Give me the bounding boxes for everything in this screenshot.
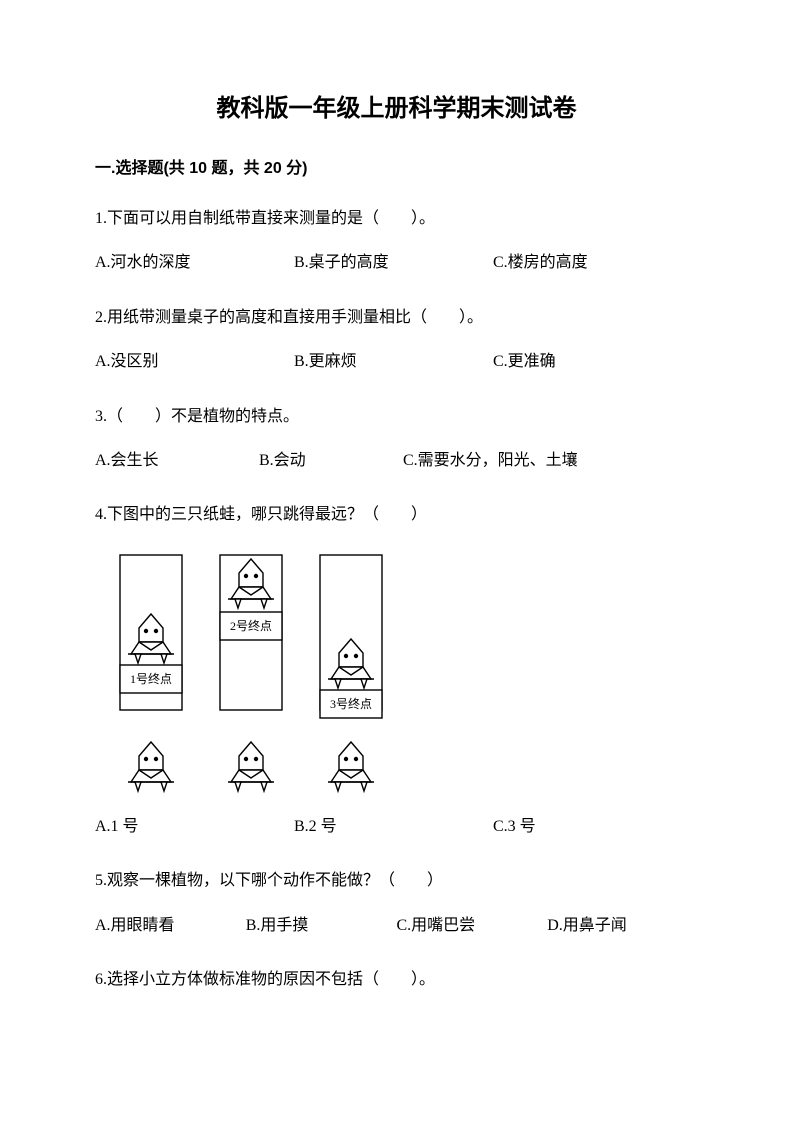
- question-options: A.会生长 B.会动 C.需要水分，阳光、土壤: [95, 442, 698, 480]
- question-options: A.河水的深度 B.桌子的高度 C.楼房的高度: [95, 244, 698, 282]
- question-2: 2.用纸带测量桌子的高度和直接用手测量相比（ ）。 A.没区别 B.更麻烦 C.…: [95, 299, 698, 382]
- option-d: D.用鼻子闻: [547, 907, 698, 945]
- question-5: 5.观察一棵植物，以下哪个动作不能做？（ ） A.用眼睛看 B.用手摸 C.用嘴…: [95, 862, 698, 945]
- question-options: A.1 号 B.2 号 C.3 号: [95, 808, 698, 846]
- svg-text:1号终点: 1号终点: [130, 671, 172, 686]
- option-a: A.1 号: [95, 808, 294, 846]
- question-3: 3.（ ）不是植物的特点。 A.会生长 B.会动 C.需要水分，阳光、土壤: [95, 398, 698, 481]
- option-c: C.3 号: [493, 808, 692, 846]
- option-c: C.用嘴巴尝: [397, 907, 548, 945]
- option-b: B.桌子的高度: [294, 244, 493, 282]
- option-b: B.2 号: [294, 808, 493, 846]
- option-c: C.需要水分，阳光、土壤: [403, 442, 578, 480]
- question-text: 4.下图中的三只纸蛙，哪只跳得最远？（ ）: [95, 496, 698, 534]
- option-a: A.河水的深度: [95, 244, 294, 282]
- question-text: 1.下面可以用自制纸带直接来测量的是（ ）。: [95, 200, 698, 238]
- section-header: 一.选择题(共 10 题，共 20 分): [95, 156, 698, 182]
- page-title: 教科版一年级上册科学期末测试卷: [95, 90, 698, 128]
- frog-svg: 1号终点 2号终点 3号终点: [100, 547, 390, 802]
- question-options: A.没区别 B.更麻烦 C.更准确: [95, 343, 698, 381]
- question-6: 6.选择小立方体做标准物的原因不包括（ ）。: [95, 961, 698, 999]
- question-text: 6.选择小立方体做标准物的原因不包括（ ）。: [95, 961, 698, 999]
- option-b: B.会动: [259, 442, 399, 480]
- question-1: 1.下面可以用自制纸带直接来测量的是（ ）。 A.河水的深度 B.桌子的高度 C…: [95, 200, 698, 283]
- question-4: 4.下图中的三只纸蛙，哪只跳得最远？（ ） 1号终点 2号终点 3号终点 A.1 号…: [95, 496, 698, 846]
- question-text: 5.观察一棵植物，以下哪个动作不能做？（ ）: [95, 862, 698, 900]
- option-b: B.更麻烦: [294, 343, 493, 381]
- question-options: A.用眼睛看 B.用手摸 C.用嘴巴尝 D.用鼻子闻: [95, 907, 698, 945]
- section-prefix: 一.选择题: [95, 160, 163, 177]
- question-text: 2.用纸带测量桌子的高度和直接用手测量相比（ ）。: [95, 299, 698, 337]
- option-c: C.更准确: [493, 343, 692, 381]
- option-a: A.用眼睛看: [95, 907, 246, 945]
- section-detail: (共 10 题，共 20 分): [163, 160, 307, 177]
- option-a: A.会生长: [95, 442, 255, 480]
- svg-text:3号终点: 3号终点: [330, 696, 372, 711]
- question-text: 3.（ ）不是植物的特点。: [95, 398, 698, 436]
- frog-diagram: 1号终点 2号终点 3号终点: [100, 547, 698, 802]
- svg-text:2号终点: 2号终点: [230, 618, 272, 633]
- option-c: C.楼房的高度: [493, 244, 692, 282]
- option-b: B.用手摸: [246, 907, 397, 945]
- option-a: A.没区别: [95, 343, 294, 381]
